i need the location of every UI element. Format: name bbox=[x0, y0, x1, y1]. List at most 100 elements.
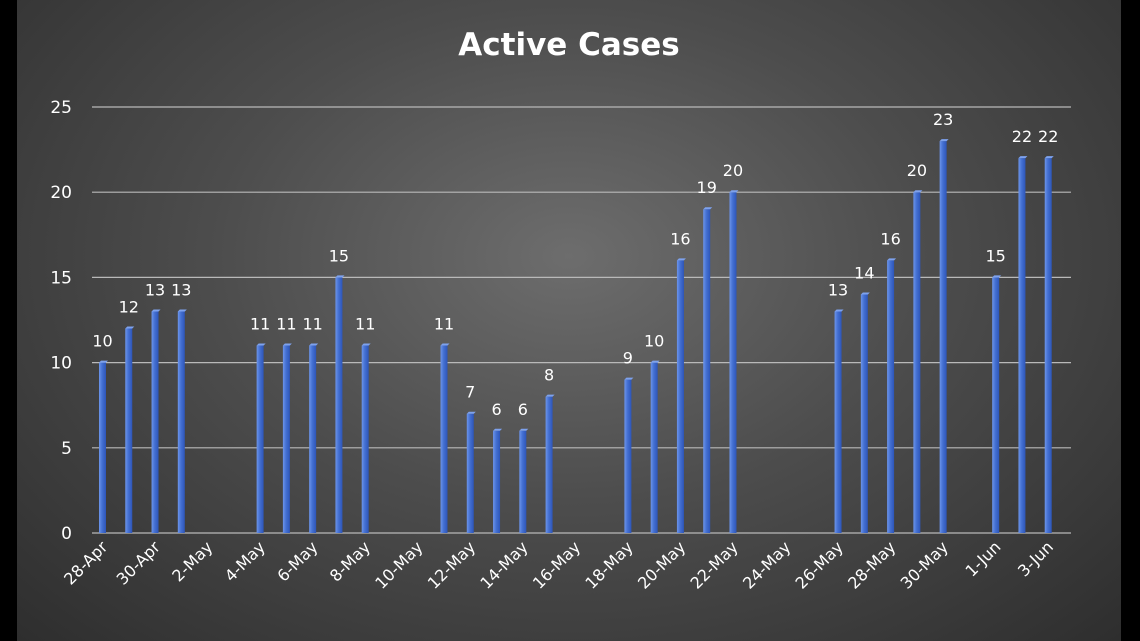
bar-top bbox=[834, 309, 844, 312]
y-tick-label: 5 bbox=[61, 439, 72, 459]
bar-top bbox=[992, 275, 1002, 278]
x-tick-label: 8-May bbox=[326, 537, 374, 585]
bar-2-Jun bbox=[1018, 156, 1028, 533]
x-tick-label: 20-May bbox=[634, 537, 689, 592]
bar-top bbox=[913, 190, 923, 193]
bar bbox=[703, 209, 711, 534]
bar-top bbox=[99, 360, 108, 363]
x-tick-label: 4-May bbox=[221, 537, 269, 585]
data-label: 11 bbox=[355, 315, 375, 334]
data-label: 23 bbox=[933, 110, 953, 129]
bar-11-May bbox=[440, 343, 450, 533]
bar-26-May bbox=[834, 309, 844, 533]
bar bbox=[913, 192, 921, 533]
data-label: 13 bbox=[171, 280, 191, 299]
bar bbox=[151, 311, 159, 533]
y-tick-label: 25 bbox=[50, 98, 72, 118]
bar-top bbox=[519, 428, 529, 431]
data-label: 6 bbox=[518, 400, 528, 419]
data-label: 11 bbox=[276, 315, 296, 334]
bar-28-May bbox=[887, 258, 897, 533]
bar-4-May bbox=[256, 343, 266, 533]
bar bbox=[1044, 158, 1052, 533]
bar-15-May bbox=[545, 394, 555, 533]
bar bbox=[729, 192, 737, 533]
bar bbox=[676, 260, 684, 533]
data-label: 20 bbox=[723, 161, 743, 180]
bar-top bbox=[309, 343, 319, 346]
bar bbox=[545, 396, 553, 533]
bar-1-Jun bbox=[992, 275, 1002, 533]
gridlines bbox=[92, 106, 1071, 534]
bar-top bbox=[1044, 156, 1054, 159]
bar-13-May bbox=[493, 428, 503, 533]
bar bbox=[650, 362, 658, 533]
bar-8-May bbox=[361, 343, 371, 533]
bar-top bbox=[650, 360, 660, 363]
x-tick-label: 26-May bbox=[792, 537, 847, 592]
data-label: 11 bbox=[302, 315, 322, 334]
bar-1-May bbox=[177, 309, 187, 533]
bar-27-May bbox=[860, 292, 870, 533]
data-label: 15 bbox=[986, 246, 1006, 265]
active-cases-chart: Active Cases 0 5 10 15 20 25 10 12 13 13 11 11 11 15… bbox=[50, 27, 1071, 593]
bar-22-May bbox=[729, 190, 739, 533]
bar bbox=[466, 413, 474, 533]
bar-30-May bbox=[939, 139, 949, 533]
bar-18-May bbox=[624, 377, 634, 533]
bar bbox=[99, 362, 106, 533]
bar-19-May bbox=[650, 360, 660, 533]
bar bbox=[519, 430, 527, 533]
bar bbox=[256, 345, 264, 533]
bar-top bbox=[624, 377, 634, 380]
bar-12-May bbox=[466, 411, 476, 533]
x-axis-ticks: 28-Apr 30-Apr 2-May 4-May 6-May 8-May10-May12… bbox=[60, 537, 1057, 593]
bar-top bbox=[493, 428, 503, 431]
data-label: 22 bbox=[1012, 127, 1032, 146]
bar bbox=[440, 345, 448, 533]
bar-28-Apr bbox=[99, 360, 108, 533]
bar bbox=[125, 328, 133, 533]
bar-top bbox=[282, 343, 292, 346]
bar bbox=[177, 311, 185, 533]
bar-top bbox=[887, 258, 897, 261]
bar-top bbox=[1018, 156, 1028, 159]
x-tick-label: 3-Jun bbox=[1014, 537, 1057, 580]
bar bbox=[992, 277, 1000, 533]
bar-20-May bbox=[676, 258, 686, 533]
x-tick-label: 28-Apr bbox=[60, 537, 112, 589]
y-axis-ticks: 0 5 10 15 20 25 bbox=[50, 98, 72, 544]
x-tick-label: 6-May bbox=[273, 537, 321, 585]
bar-top bbox=[860, 292, 870, 295]
data-label: 14 bbox=[854, 263, 874, 282]
bar bbox=[493, 430, 501, 533]
bar-30-Apr bbox=[151, 309, 161, 533]
data-label: 20 bbox=[907, 161, 927, 180]
data-label: 6 bbox=[491, 400, 501, 419]
x-tick-label: 24-May bbox=[739, 537, 794, 592]
bar-top bbox=[177, 309, 187, 312]
bar bbox=[834, 311, 842, 533]
data-label: 13 bbox=[145, 280, 165, 299]
data-label: 15 bbox=[329, 246, 349, 265]
y-tick-label: 20 bbox=[50, 183, 72, 203]
data-label: 7 bbox=[465, 383, 475, 402]
data-label: 11 bbox=[434, 315, 454, 334]
bar bbox=[624, 379, 632, 533]
x-tick-label: 22-May bbox=[686, 537, 741, 592]
bar bbox=[309, 345, 317, 533]
bar bbox=[860, 294, 868, 533]
bar-top bbox=[335, 275, 345, 278]
x-tick-label: 14-May bbox=[476, 537, 531, 592]
bar-top bbox=[361, 343, 371, 346]
bar-top bbox=[703, 207, 713, 210]
data-label: 16 bbox=[880, 229, 900, 248]
bar bbox=[361, 345, 369, 533]
x-tick-label: 16-May bbox=[529, 537, 584, 592]
bar-14-May bbox=[519, 428, 529, 533]
bar-3-Jun bbox=[1044, 156, 1054, 533]
bar-7-May bbox=[335, 275, 345, 533]
data-label: 16 bbox=[670, 229, 690, 248]
x-tick-label: 30-Apr bbox=[113, 537, 165, 589]
